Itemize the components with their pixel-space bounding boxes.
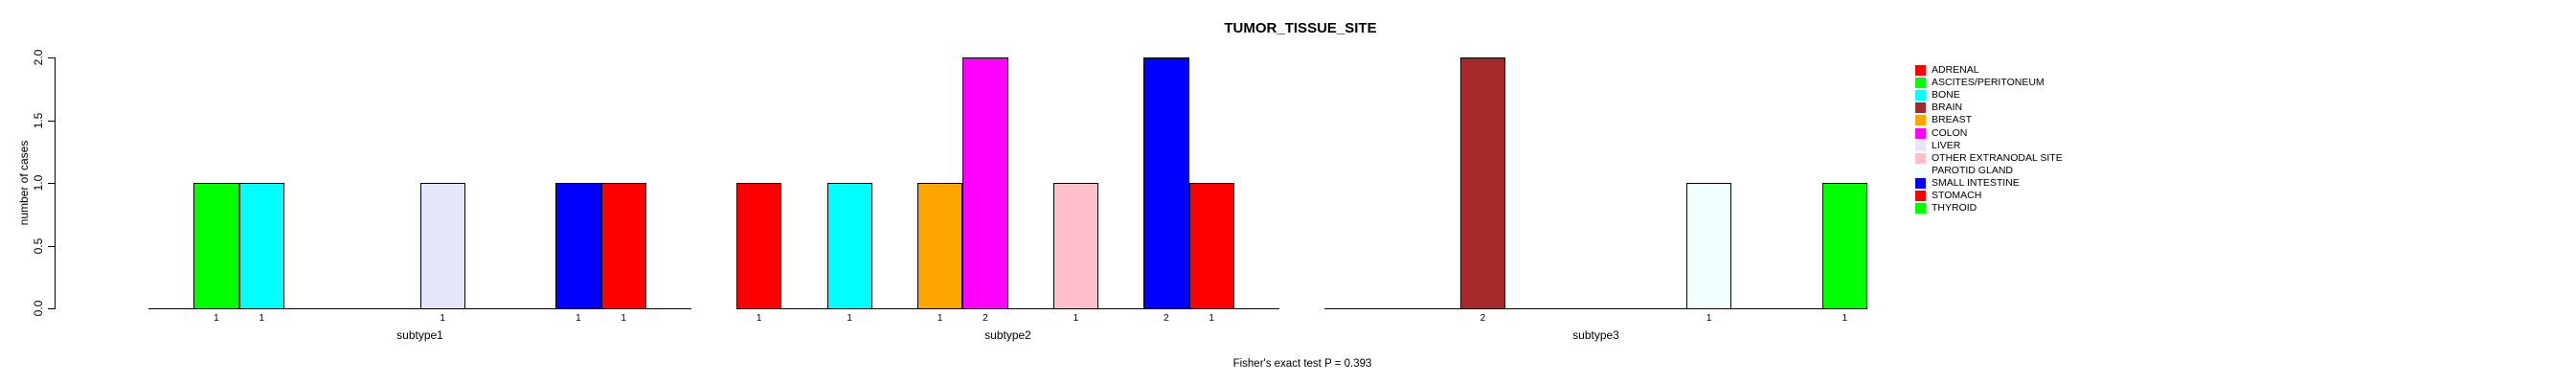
legend-swatch xyxy=(1915,203,1926,214)
legend-label: BONE xyxy=(1932,89,1960,101)
legend-row: STOMACH xyxy=(1915,190,1981,202)
legend-label: LIVER xyxy=(1932,139,1961,151)
bar-stomach xyxy=(600,183,646,309)
bar-count-label: 2 xyxy=(983,313,988,324)
legend-label: OTHER EXTRANODAL SITE xyxy=(1932,151,2063,164)
bar-brain xyxy=(1459,57,1505,309)
bar-count-label: 1 xyxy=(1842,313,1848,324)
y-tick-label: 0.5 xyxy=(32,237,45,254)
legend-label: COLON xyxy=(1932,126,1968,139)
bar-stomach xyxy=(1188,183,1234,309)
bar-breast xyxy=(917,183,963,309)
legend-swatch xyxy=(1915,152,1926,164)
bar-count-label: 1 xyxy=(756,313,762,324)
legend-row: BRAIN xyxy=(1915,101,1962,114)
y-tick-mark xyxy=(48,183,55,184)
x-axis-baseline xyxy=(1324,308,1867,309)
legend-row: LIVER xyxy=(1915,140,1960,152)
bar-small-intestine xyxy=(555,183,601,309)
bar-count-label: 2 xyxy=(1480,313,1486,324)
bar-count-label: 1 xyxy=(576,313,581,324)
bar-count-label: 1 xyxy=(440,313,445,324)
legend-swatch xyxy=(1915,90,1926,101)
legend-swatch xyxy=(1915,127,1926,139)
y-tick-label: 1.5 xyxy=(32,112,45,128)
x-axis-baseline xyxy=(736,308,1279,309)
legend-row: ASCITES/PERITONEUM xyxy=(1915,77,2045,89)
legend-row: THYROID xyxy=(1915,202,1977,214)
legend-label: BRAIN xyxy=(1932,101,1963,114)
legend-swatch xyxy=(1915,115,1926,126)
legend-swatch xyxy=(1915,78,1926,89)
y-tick-mark xyxy=(48,57,55,58)
bar-ascites-peritoneum xyxy=(193,183,239,309)
legend-row: PAROTID GLAND xyxy=(1915,165,2013,177)
group-label-subtype1: subtype1 xyxy=(396,328,443,342)
legend-label: BREAST xyxy=(1932,114,1973,126)
legend-swatch xyxy=(1915,102,1926,114)
group-label-subtype2: subtype2 xyxy=(984,328,1031,342)
bar-adrenal xyxy=(736,183,782,309)
bar-colon xyxy=(962,57,1008,309)
bar-count-label: 1 xyxy=(1209,313,1214,324)
legend-label: STOMACH xyxy=(1932,190,1982,201)
bar-count-label: 1 xyxy=(847,313,852,324)
bar-thyroid xyxy=(1821,183,1867,309)
bar-count-label: 1 xyxy=(259,313,264,324)
bar-bone xyxy=(238,183,284,309)
y-tick-mark xyxy=(48,245,55,247)
legend-row: BREAST xyxy=(1915,114,1972,126)
legend-label: THYROID xyxy=(1932,202,1977,214)
y-tick-mark xyxy=(48,120,55,122)
bar-parotid-gland xyxy=(1686,183,1732,309)
bar-count-label: 1 xyxy=(621,313,626,324)
group-label-subtype3: subtype3 xyxy=(1572,328,1619,342)
legend-row: BONE xyxy=(1915,89,1960,101)
legend-swatch xyxy=(1915,165,1926,176)
y-tick-mark xyxy=(48,308,55,309)
legend-row: ADRENAL xyxy=(1915,64,1979,77)
legend-swatch xyxy=(1915,177,1926,189)
chart-title: TUMOR_TISSUE_SITE xyxy=(1224,20,1377,36)
fisher-test-label: Fisher's exact test P = 0.393 xyxy=(1232,358,1372,370)
legend-swatch xyxy=(1915,140,1926,151)
y-axis-label: number of cases xyxy=(17,140,31,226)
bar-other-extranodal-site xyxy=(1052,183,1098,309)
y-tick-label: 2.0 xyxy=(32,49,45,66)
bar-count-label: 1 xyxy=(937,313,943,324)
y-tick-label: 1.0 xyxy=(32,174,45,192)
bar-count-label: 2 xyxy=(1164,313,1169,324)
bar-count-label: 1 xyxy=(1073,313,1079,324)
bar-count-label: 1 xyxy=(1706,313,1712,324)
legend-label: PAROTID GLAND xyxy=(1932,164,2013,176)
legend-label: ADRENAL xyxy=(1932,64,1979,76)
bar-liver xyxy=(419,183,465,309)
bar-bone xyxy=(826,183,872,309)
legend-swatch xyxy=(1915,191,1926,201)
legend-row: OTHER EXTRANODAL SITE xyxy=(1915,152,2063,165)
legend-row: SMALL INTESTINE xyxy=(1915,177,2020,190)
legend-row: COLON xyxy=(1915,127,1967,140)
y-tick-label: 0.0 xyxy=(32,300,45,317)
legend-swatch xyxy=(1915,65,1926,76)
legend-label: SMALL INTESTINE xyxy=(1932,176,2020,189)
legend-label: ASCITES/PERITONEUM xyxy=(1932,77,2045,89)
y-axis-line xyxy=(55,57,56,309)
bar-count-label: 1 xyxy=(214,313,219,324)
bar-small-intestine xyxy=(1143,57,1189,309)
